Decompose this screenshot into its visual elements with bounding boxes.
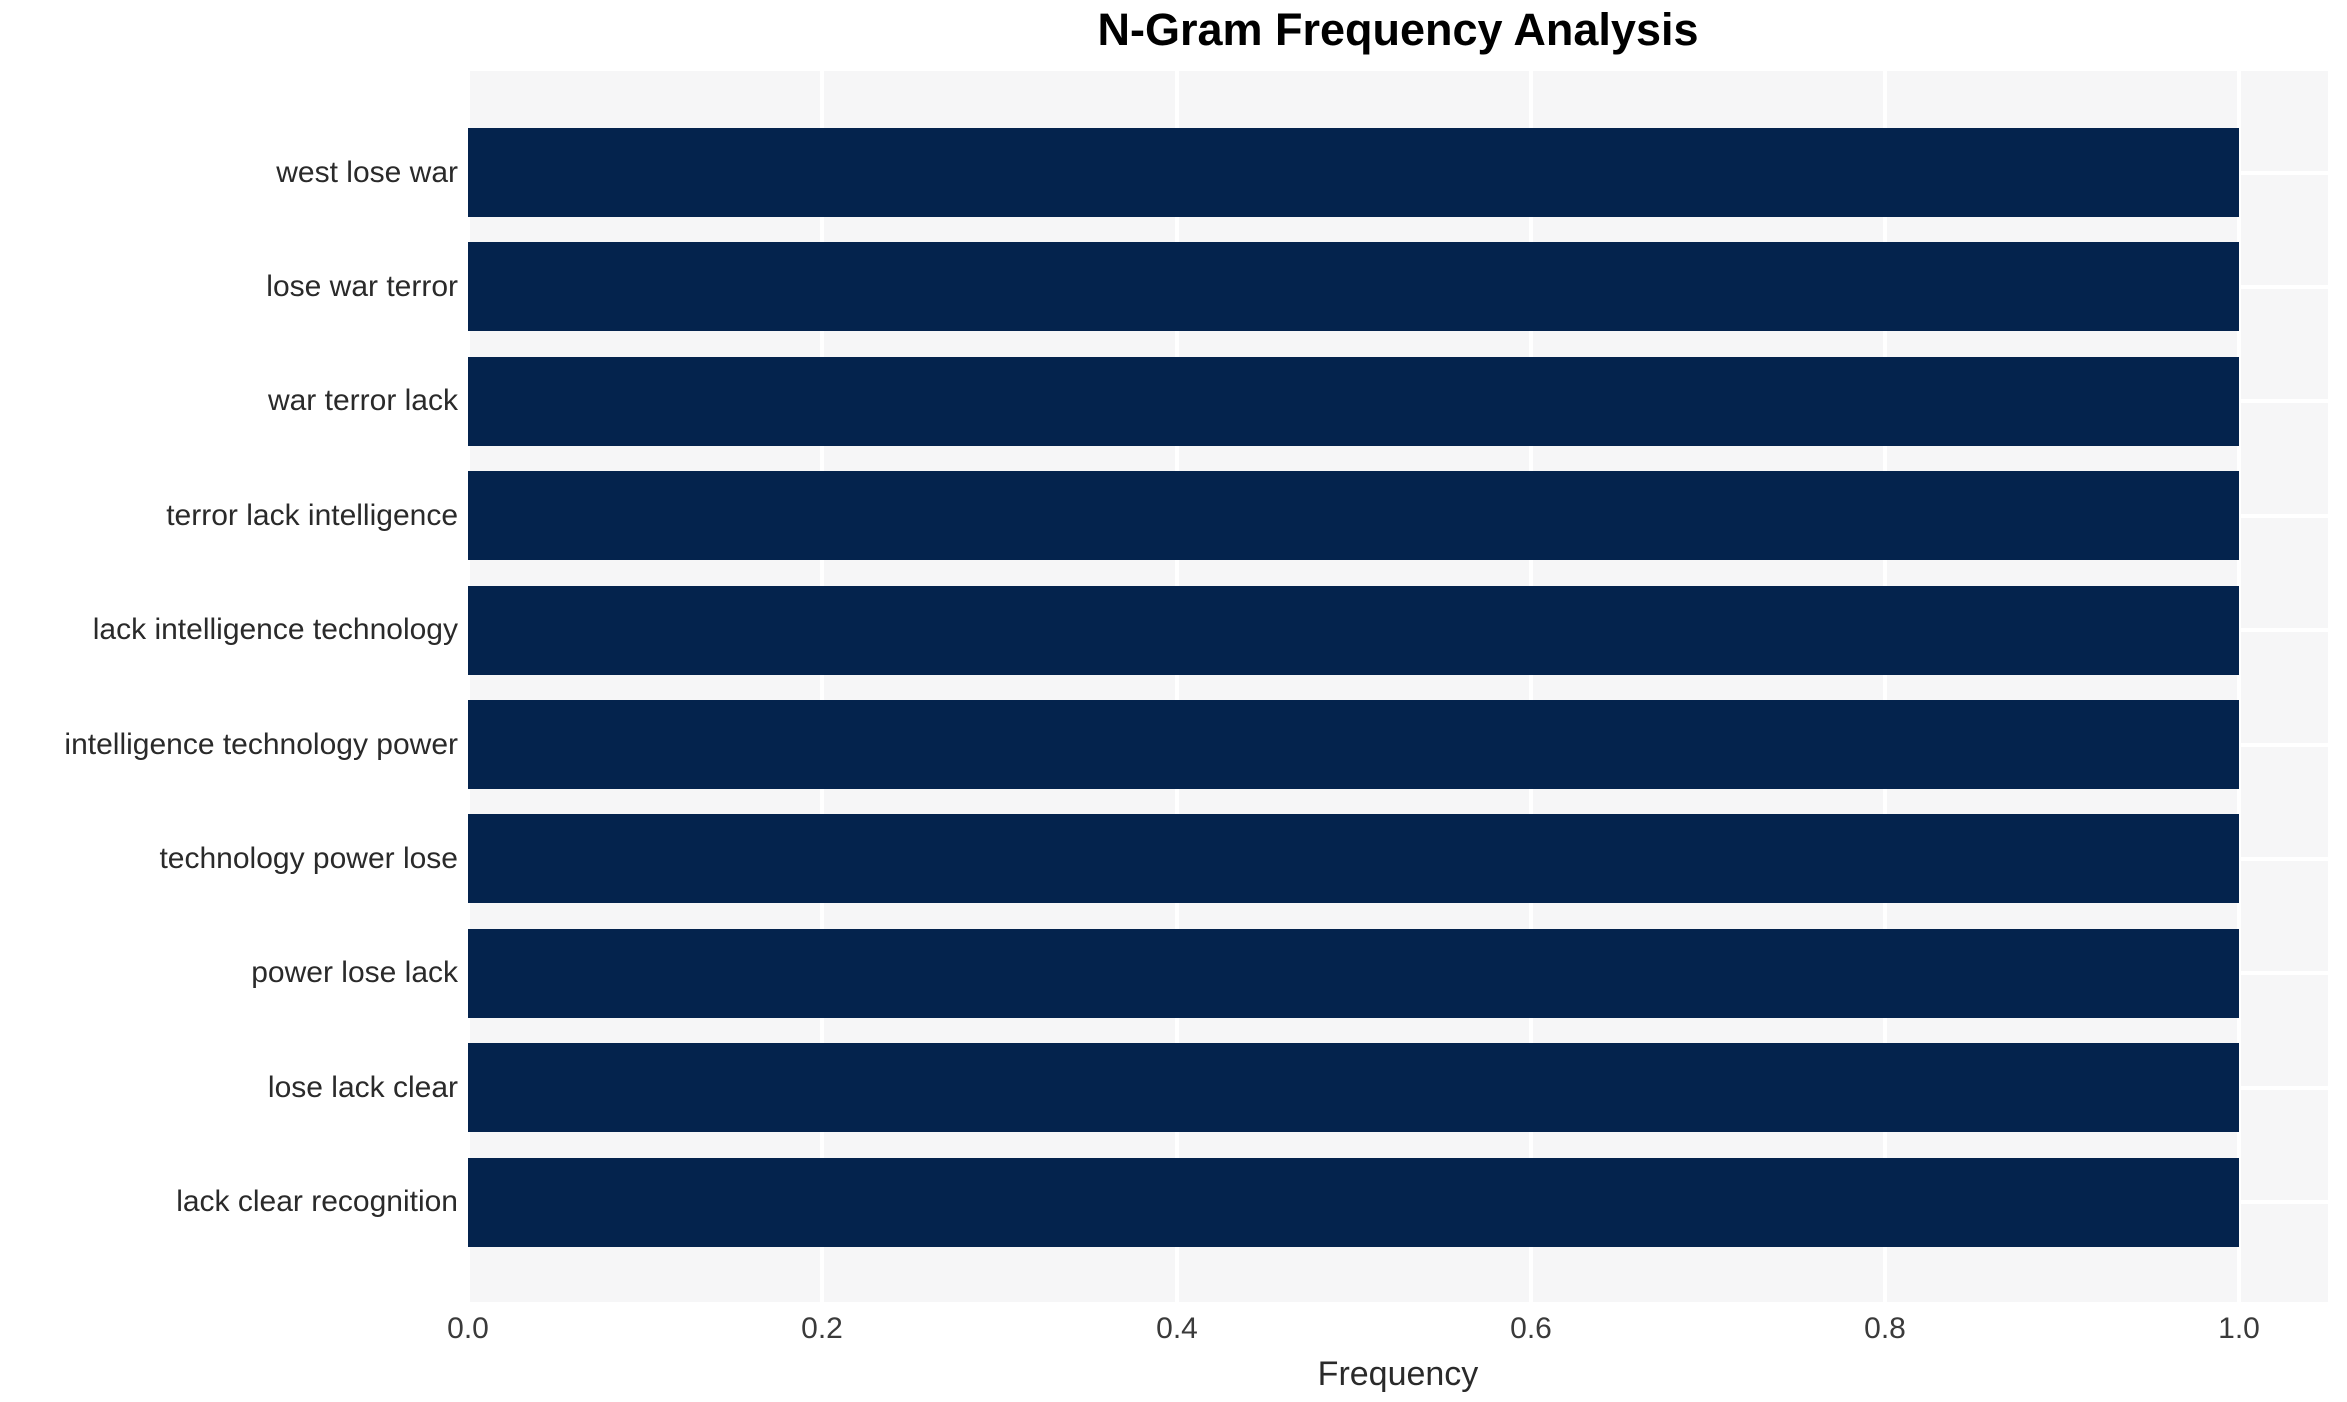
x-tick-label: 1.0 <box>2218 1312 2260 1345</box>
x-tick-label: 0.8 <box>1864 1312 1906 1345</box>
bar-lose-war-terror <box>468 242 2239 331</box>
bar-power-lose-lack <box>468 929 2239 1018</box>
bar-lose-lack-clear <box>468 1043 2239 1132</box>
x-tick-label: 0.2 <box>801 1312 843 1345</box>
x-tick-label: 0.6 <box>1510 1312 1552 1345</box>
bar-terror-lack-intelligence <box>468 471 2239 560</box>
x-axis-label: Frequency <box>1317 1355 1479 1393</box>
bar-lack-intelligence-technology <box>468 586 2239 675</box>
x-gridline <box>2237 71 2241 1302</box>
y-tick-label: power lose lack <box>251 956 458 989</box>
plot-area <box>466 71 2328 1302</box>
y-tick-label: technology power lose <box>159 842 458 875</box>
y-tick-label: lack clear recognition <box>176 1185 458 1218</box>
chart-title: N-Gram Frequency Analysis <box>1097 4 1699 55</box>
bar-technology-power-lose <box>468 814 2239 903</box>
bar-war-terror-lack <box>468 357 2239 446</box>
x-gridline <box>820 71 824 1302</box>
y-tick-label: lack intelligence technology <box>92 613 458 646</box>
y-tick-label: intelligence technology power <box>64 728 458 761</box>
x-tick-label: 0.4 <box>1156 1312 1198 1345</box>
y-tick-label: lose lack clear <box>267 1071 458 1104</box>
x-gridline <box>466 71 470 1302</box>
x-gridline <box>1529 71 1533 1302</box>
y-tick-label: war terror lack <box>267 384 458 417</box>
y-tick-label: lose war terror <box>266 270 458 303</box>
x-gridline <box>1175 71 1179 1302</box>
bar-intelligence-technology-power <box>468 700 2239 789</box>
y-tick-label: west lose war <box>276 156 458 189</box>
x-gridline <box>1883 71 1887 1302</box>
y-tick-label: terror lack intelligence <box>166 499 458 532</box>
bar-west-lose-war <box>468 128 2239 217</box>
x-tick-label: 0.0 <box>447 1312 489 1345</box>
bar-lack-clear-recognition <box>468 1158 2239 1247</box>
